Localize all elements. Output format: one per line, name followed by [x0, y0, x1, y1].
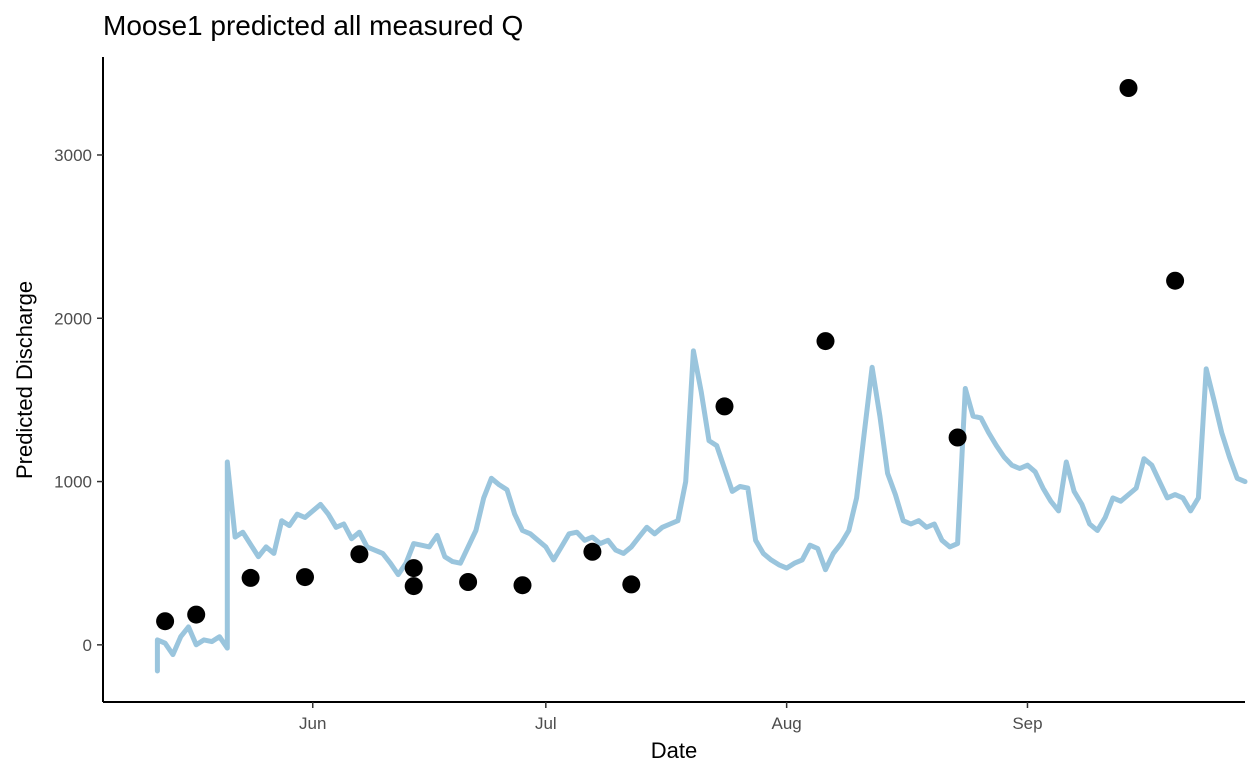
x-tick-label: Jul [535, 714, 557, 733]
data-point [404, 577, 423, 596]
x-tick-label: Jun [299, 714, 326, 733]
y-tick-label: 3000 [54, 146, 92, 165]
data-point [296, 568, 314, 587]
data-point [583, 542, 602, 561]
chart-title: Moose1 predicted all measured Q [103, 10, 523, 41]
data-point [187, 605, 206, 624]
data-point [513, 576, 532, 595]
data-point [156, 612, 175, 631]
data-point [1119, 79, 1138, 97]
y-axis-ticks: 0 1000 2000 3000 [54, 146, 103, 655]
y-tick-label: 0 [83, 636, 92, 655]
y-tick-label: 2000 [54, 309, 92, 328]
x-axis-title: Date [651, 738, 697, 763]
x-tick-label: Aug [772, 714, 802, 733]
data-point [241, 568, 260, 587]
series-line-predicted-discharge [154, 348, 1248, 674]
x-axis-ticks: Jun Jul Aug Sep [299, 702, 1043, 733]
data-point [1166, 271, 1185, 290]
y-tick-label: 1000 [54, 473, 92, 492]
data-point [816, 332, 835, 351]
measured-points [156, 79, 1185, 631]
data-point [715, 397, 734, 416]
data-point [622, 575, 641, 594]
plot-area [154, 79, 1248, 674]
data-point [948, 428, 967, 447]
y-axis-title: Predicted Discharge [12, 281, 37, 479]
x-tick-label: Sep [1012, 714, 1042, 733]
data-point [404, 559, 423, 578]
data-point [350, 545, 369, 564]
data-point [459, 573, 478, 591]
